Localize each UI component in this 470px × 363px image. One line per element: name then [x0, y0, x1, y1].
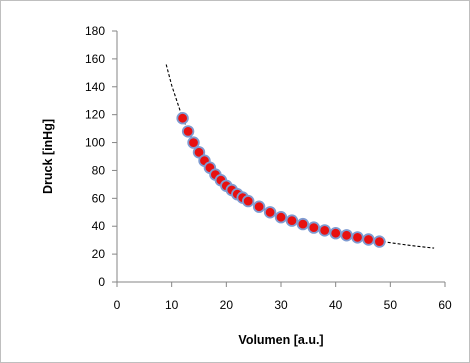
- x-tick-label: 60: [438, 298, 452, 312]
- x-axis-title: Volumen [a.u.]: [238, 333, 323, 347]
- data-point: [252, 200, 266, 213]
- data-point: [241, 194, 255, 208]
- y-tick-label: 60: [92, 191, 106, 205]
- y-tick-label: 160: [85, 52, 105, 66]
- y-tick-label: 40: [92, 219, 106, 233]
- y-tick-label: 20: [92, 247, 106, 261]
- data-point: [362, 233, 375, 246]
- data-point: [263, 206, 277, 219]
- y-tick-label: 180: [85, 24, 105, 38]
- y-axis-title: Druck [inHg]: [41, 119, 55, 194]
- data-point: [192, 146, 206, 159]
- data-point: [176, 111, 189, 125]
- data-point: [373, 235, 386, 248]
- y-tick-label: 140: [85, 80, 105, 94]
- y-tick-label: 120: [85, 108, 105, 122]
- data-points-layer: [176, 111, 386, 248]
- data-point: [351, 231, 364, 244]
- data-point: [318, 224, 331, 237]
- data-point: [285, 214, 299, 227]
- x-tick-label: 10: [165, 298, 179, 312]
- y-tick-label: 0: [98, 275, 105, 289]
- y-tick-label: 80: [92, 163, 106, 177]
- data-point: [296, 217, 310, 231]
- data-point: [307, 221, 321, 234]
- x-tick-label: 20: [220, 298, 234, 312]
- data-point: [329, 226, 342, 240]
- x-tick-label: 40: [329, 298, 343, 312]
- tick-labels-layer: 0 20 40 60 80 100 120 140 160 180 0 10 20 30 40 50 60: [85, 24, 452, 312]
- axes: [112, 30, 446, 287]
- data-point: [187, 136, 200, 149]
- y-tick-label: 100: [85, 136, 105, 150]
- data-point: [340, 229, 353, 242]
- data-point: [274, 210, 288, 224]
- x-tick-label: 0: [114, 298, 121, 312]
- x-tick-label: 50: [384, 298, 398, 312]
- data-point: [181, 125, 195, 138]
- x-tick-label: 30: [274, 298, 288, 312]
